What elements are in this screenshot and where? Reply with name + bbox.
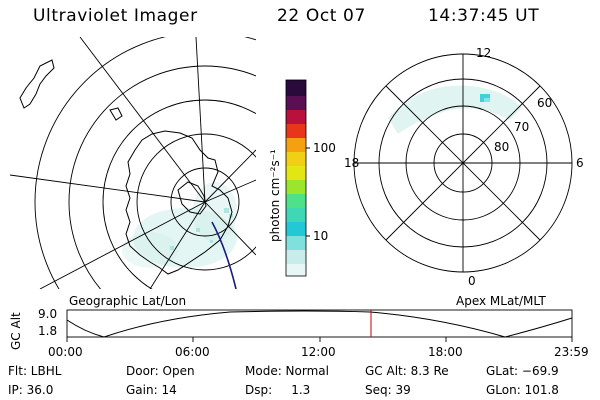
mlat-label-70: 70 <box>514 120 530 134</box>
date-label: 22 Oct 07 <box>277 6 366 26</box>
info-filter: Flt: LBHL <box>8 364 62 378</box>
geographic-map-caption: Geographic Lat/Lon <box>69 294 187 308</box>
mlt-label-0: 0 <box>468 274 476 288</box>
colorbar-unit-label: photon cm⁻²s⁻¹ <box>268 149 282 242</box>
magnetic-map-caption: Apex MLat/MLT <box>456 294 546 308</box>
info-mode: Mode: Normal <box>245 364 329 378</box>
altitude-xtick-1200: 12:00 <box>301 345 336 359</box>
island-outline <box>109 107 123 121</box>
info-gain: Gain: 14 <box>126 383 177 397</box>
aurora-emission-right <box>388 85 522 134</box>
altitude-ytick-high: 9.0 <box>38 307 58 321</box>
mlt-label-18: 18 <box>344 156 360 170</box>
altitude-xtick-2359: 23:59 <box>554 345 589 359</box>
altitude-ytick-low: 1.8 <box>38 324 58 338</box>
altitude-xtick-1800: 18:00 <box>428 345 463 359</box>
orbit-track <box>211 221 237 289</box>
info-glon: GLon: 101.8 <box>486 383 559 397</box>
info-seq: Seq: 39 <box>365 383 411 397</box>
mlt-label-12: 12 <box>476 46 492 60</box>
info-dsp: Dsp: 1.3 <box>245 383 311 397</box>
colorbar <box>285 79 310 277</box>
info-ip: IP: 36.0 <box>8 383 54 397</box>
ross-ice-shelf <box>177 181 207 215</box>
instrument-title: Ultraviolet Imager <box>33 6 198 26</box>
latitude-circles <box>34 37 256 289</box>
altitude-plot <box>66 309 573 342</box>
magnetic-polar-plot <box>353 53 573 273</box>
info-door: Door: Open <box>126 364 195 378</box>
altitude-curve <box>66 310 573 338</box>
altitude-xtick-0000: 00:00 <box>48 345 83 359</box>
mlt-label-6: 6 <box>576 156 584 170</box>
colorbar-tick-10: 10 <box>313 229 329 243</box>
geographic-map <box>10 37 256 289</box>
altitude-ylabel: GC Alt <box>9 312 23 350</box>
south-america-outline <box>19 59 55 109</box>
altitude-x-ticks <box>66 337 573 342</box>
coastline <box>125 130 233 275</box>
altitude-xtick-0600: 06:00 <box>175 345 210 359</box>
colorbar-tick-100: 100 <box>313 141 336 155</box>
mlat-label-80: 80 <box>494 140 510 154</box>
mlt-spokes <box>354 54 572 272</box>
info-glat: GLat: −69.9 <box>486 364 559 378</box>
mlat-label-60: 60 <box>537 96 553 110</box>
time-label: 14:37:45 UT <box>428 6 540 26</box>
info-gc-alt: GC Alt: 8.3 Re <box>365 364 449 378</box>
meridian-lines <box>10 37 256 289</box>
aurora-emission-left <box>122 182 237 268</box>
